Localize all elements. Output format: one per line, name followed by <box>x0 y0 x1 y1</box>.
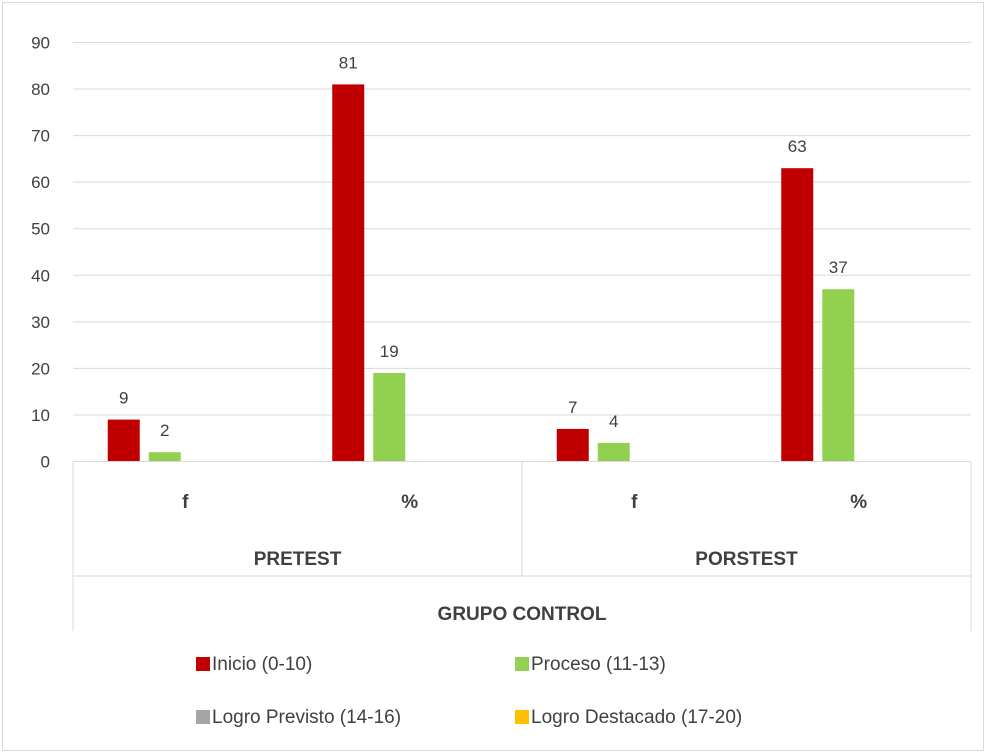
bar-1-4 <box>781 168 814 462</box>
y-tick-label-10: 10 <box>31 406 50 425</box>
bar-2-4 <box>822 289 855 462</box>
x-category-label-2: % <box>401 492 418 513</box>
data-label-2-2: 19 <box>380 342 399 361</box>
legend-label-2: Proceso (11-13) <box>531 654 666 675</box>
bar-1-1 <box>107 419 140 462</box>
data-label-2-1: 2 <box>160 421 169 440</box>
y-tick-label-0: 0 <box>41 453 50 472</box>
y-tick-label-20: 20 <box>31 359 50 378</box>
legend-swatch-3 <box>196 710 210 724</box>
x-category-label-1: f <box>182 492 189 513</box>
x-category-label-4: % <box>850 492 867 513</box>
legend-swatch-1 <box>196 657 210 671</box>
data-label-2-3: 4 <box>609 412 618 431</box>
x-group-label-1: PRETEST <box>254 549 342 570</box>
y-tick-label-90: 90 <box>31 34 50 53</box>
y-tick-label-30: 30 <box>31 313 50 332</box>
x-outer-group-label: GRUPO CONTROL <box>438 604 607 625</box>
bar-1-3 <box>556 428 589 462</box>
y-tick-label-70: 70 <box>31 127 50 146</box>
bar-chart: 0 10 20 30 40 50 60 70 80 90 9 2 f 81 19% 7 4 f 63 37% PRETE… <box>31 34 972 728</box>
data-label-2-4: 37 <box>829 258 848 277</box>
data-label-1-2: 81 <box>339 53 358 72</box>
bar-1-2 <box>332 84 365 462</box>
data-label-1-3: 7 <box>568 398 577 417</box>
y-tick-label-80: 80 <box>31 80 50 99</box>
bar-2-1 <box>148 452 181 462</box>
legend-label-3: Logro Previsto (14-16) <box>212 707 401 728</box>
y-tick-label-60: 60 <box>31 173 50 192</box>
y-tick-label-40: 40 <box>31 266 50 285</box>
legend-swatch-4 <box>515 710 529 724</box>
legend-swatch-2 <box>515 657 529 671</box>
bar-2-2 <box>373 373 406 462</box>
y-tick-label-50: 50 <box>31 220 50 239</box>
legend-label-1: Inicio (0-10) <box>212 654 312 675</box>
data-label-1-1: 9 <box>119 389 128 408</box>
legend-label-4: Logro Destacado (17-20) <box>531 707 742 728</box>
x-group-label-2: PORSTEST <box>695 549 798 570</box>
x-category-label-3: f <box>631 492 638 513</box>
bar-2-3 <box>597 442 630 462</box>
data-label-1-4: 63 <box>788 137 807 156</box>
